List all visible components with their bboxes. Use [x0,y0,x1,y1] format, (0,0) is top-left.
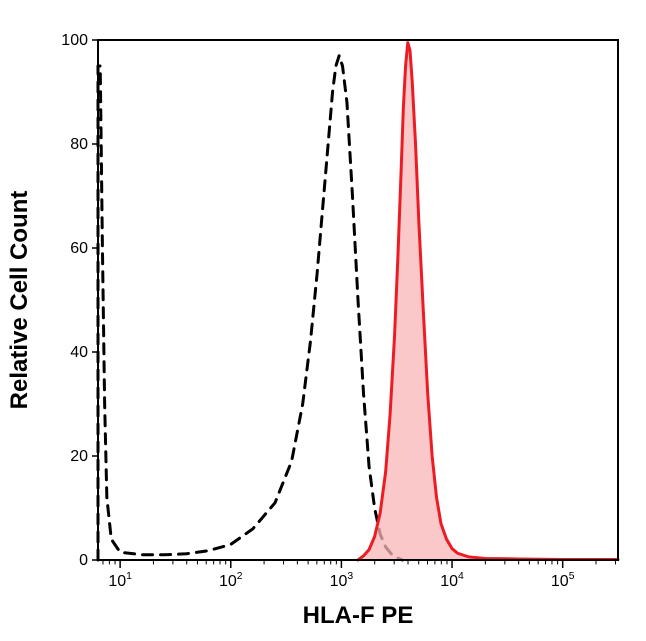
y-tick-label: 80 [70,136,88,153]
x-tick-label: 101 [108,571,132,590]
x-tick-label: 104 [440,571,464,590]
y-tick-label: 60 [70,240,88,257]
x-tick-label: 102 [219,571,243,590]
y-tick-label: 20 [70,448,88,465]
chart-svg: 0 20 40 60 80 100 101 102 103 104 105 [0,0,646,641]
y-axis-label: Relative Cell Count [6,191,34,410]
y-tick-label: 0 [79,552,88,569]
x-tick-label: 103 [330,571,354,590]
y-tick-label: 100 [61,32,88,49]
x-tick-label: 105 [551,571,575,590]
chart-container: 0 20 40 60 80 100 101 102 103 104 105 Relative Cel… [0,0,646,641]
x-axis-label: HLA-F PE [303,602,414,630]
y-tick-label: 40 [70,344,88,361]
